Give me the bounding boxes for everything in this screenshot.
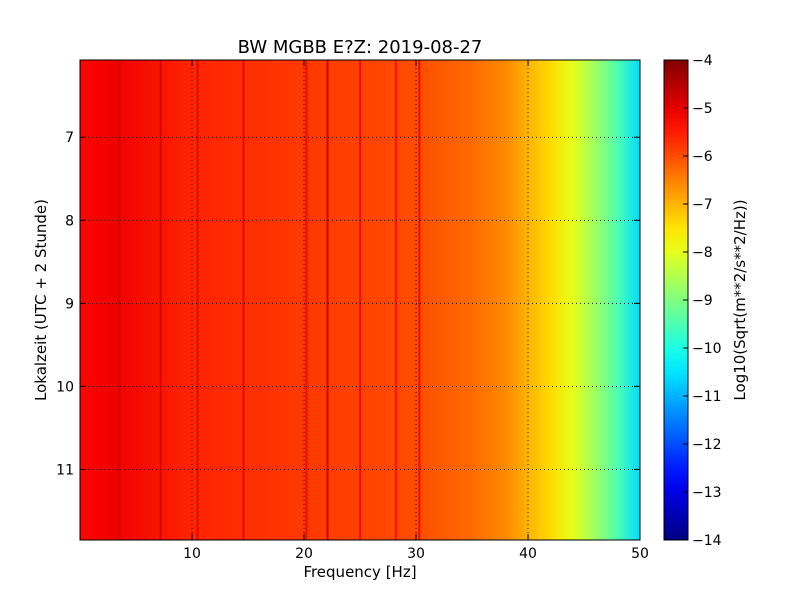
colorbar-ticks: −4 −5 −6 −7 −8 −9 −10 −11 −12 −13 −14 bbox=[683, 53, 722, 549]
colorbar-tick-label: −5 bbox=[692, 101, 713, 117]
colorbar-tick-label: −12 bbox=[692, 437, 722, 453]
chart-title: BW MGBB E?Z: 2019-08-27 bbox=[238, 37, 483, 58]
x-tick-label: 40 bbox=[519, 546, 537, 562]
x-tick-label: 20 bbox=[295, 546, 313, 562]
colorbar-tick-label: −6 bbox=[692, 149, 713, 165]
y-tick-label: 11 bbox=[56, 462, 74, 478]
colorbar-tick-label: −4 bbox=[692, 53, 713, 69]
x-axis-ticks: 10 20 30 40 50 bbox=[183, 60, 649, 562]
plot-area: 10 20 30 40 50 7 8 9 10 11 bbox=[56, 59, 649, 562]
grid-lines bbox=[80, 60, 640, 540]
y-tick-label: 9 bbox=[65, 296, 74, 312]
colorbar-tick-label: −10 bbox=[692, 341, 722, 357]
colorbar: −4 −5 −6 −7 −8 −9 −10 −11 −12 −13 −14 bbox=[663, 53, 722, 549]
colorbar-tick-label: −7 bbox=[692, 197, 713, 213]
y-tick-label: 8 bbox=[65, 213, 74, 229]
x-tick-label: 30 bbox=[407, 546, 425, 562]
y-tick-label: 7 bbox=[65, 130, 74, 146]
x-axis-label: Frequency [Hz] bbox=[303, 563, 416, 581]
colorbar-label: Log10(Sqrt(m**2/s**2/Hz)) bbox=[731, 199, 749, 400]
x-tick-label: 10 bbox=[183, 546, 201, 562]
y-tick-label: 10 bbox=[56, 379, 74, 395]
spectral-lines bbox=[118, 60, 421, 540]
colorbar-tick-label: −13 bbox=[692, 485, 722, 501]
y-axis-ticks: 7 8 9 10 11 bbox=[56, 130, 640, 478]
colorbar-tick-label: −11 bbox=[692, 389, 722, 405]
plot-frame bbox=[79, 59, 641, 541]
colorbar-tick-label: −8 bbox=[692, 245, 713, 261]
colorbar-tick-label: −9 bbox=[692, 293, 713, 309]
colorbar-tick-label: −14 bbox=[692, 533, 722, 549]
y-axis-label: Lokalzeit (UTC + 2 Stunde) bbox=[32, 199, 50, 401]
x-tick-label: 50 bbox=[631, 546, 649, 562]
